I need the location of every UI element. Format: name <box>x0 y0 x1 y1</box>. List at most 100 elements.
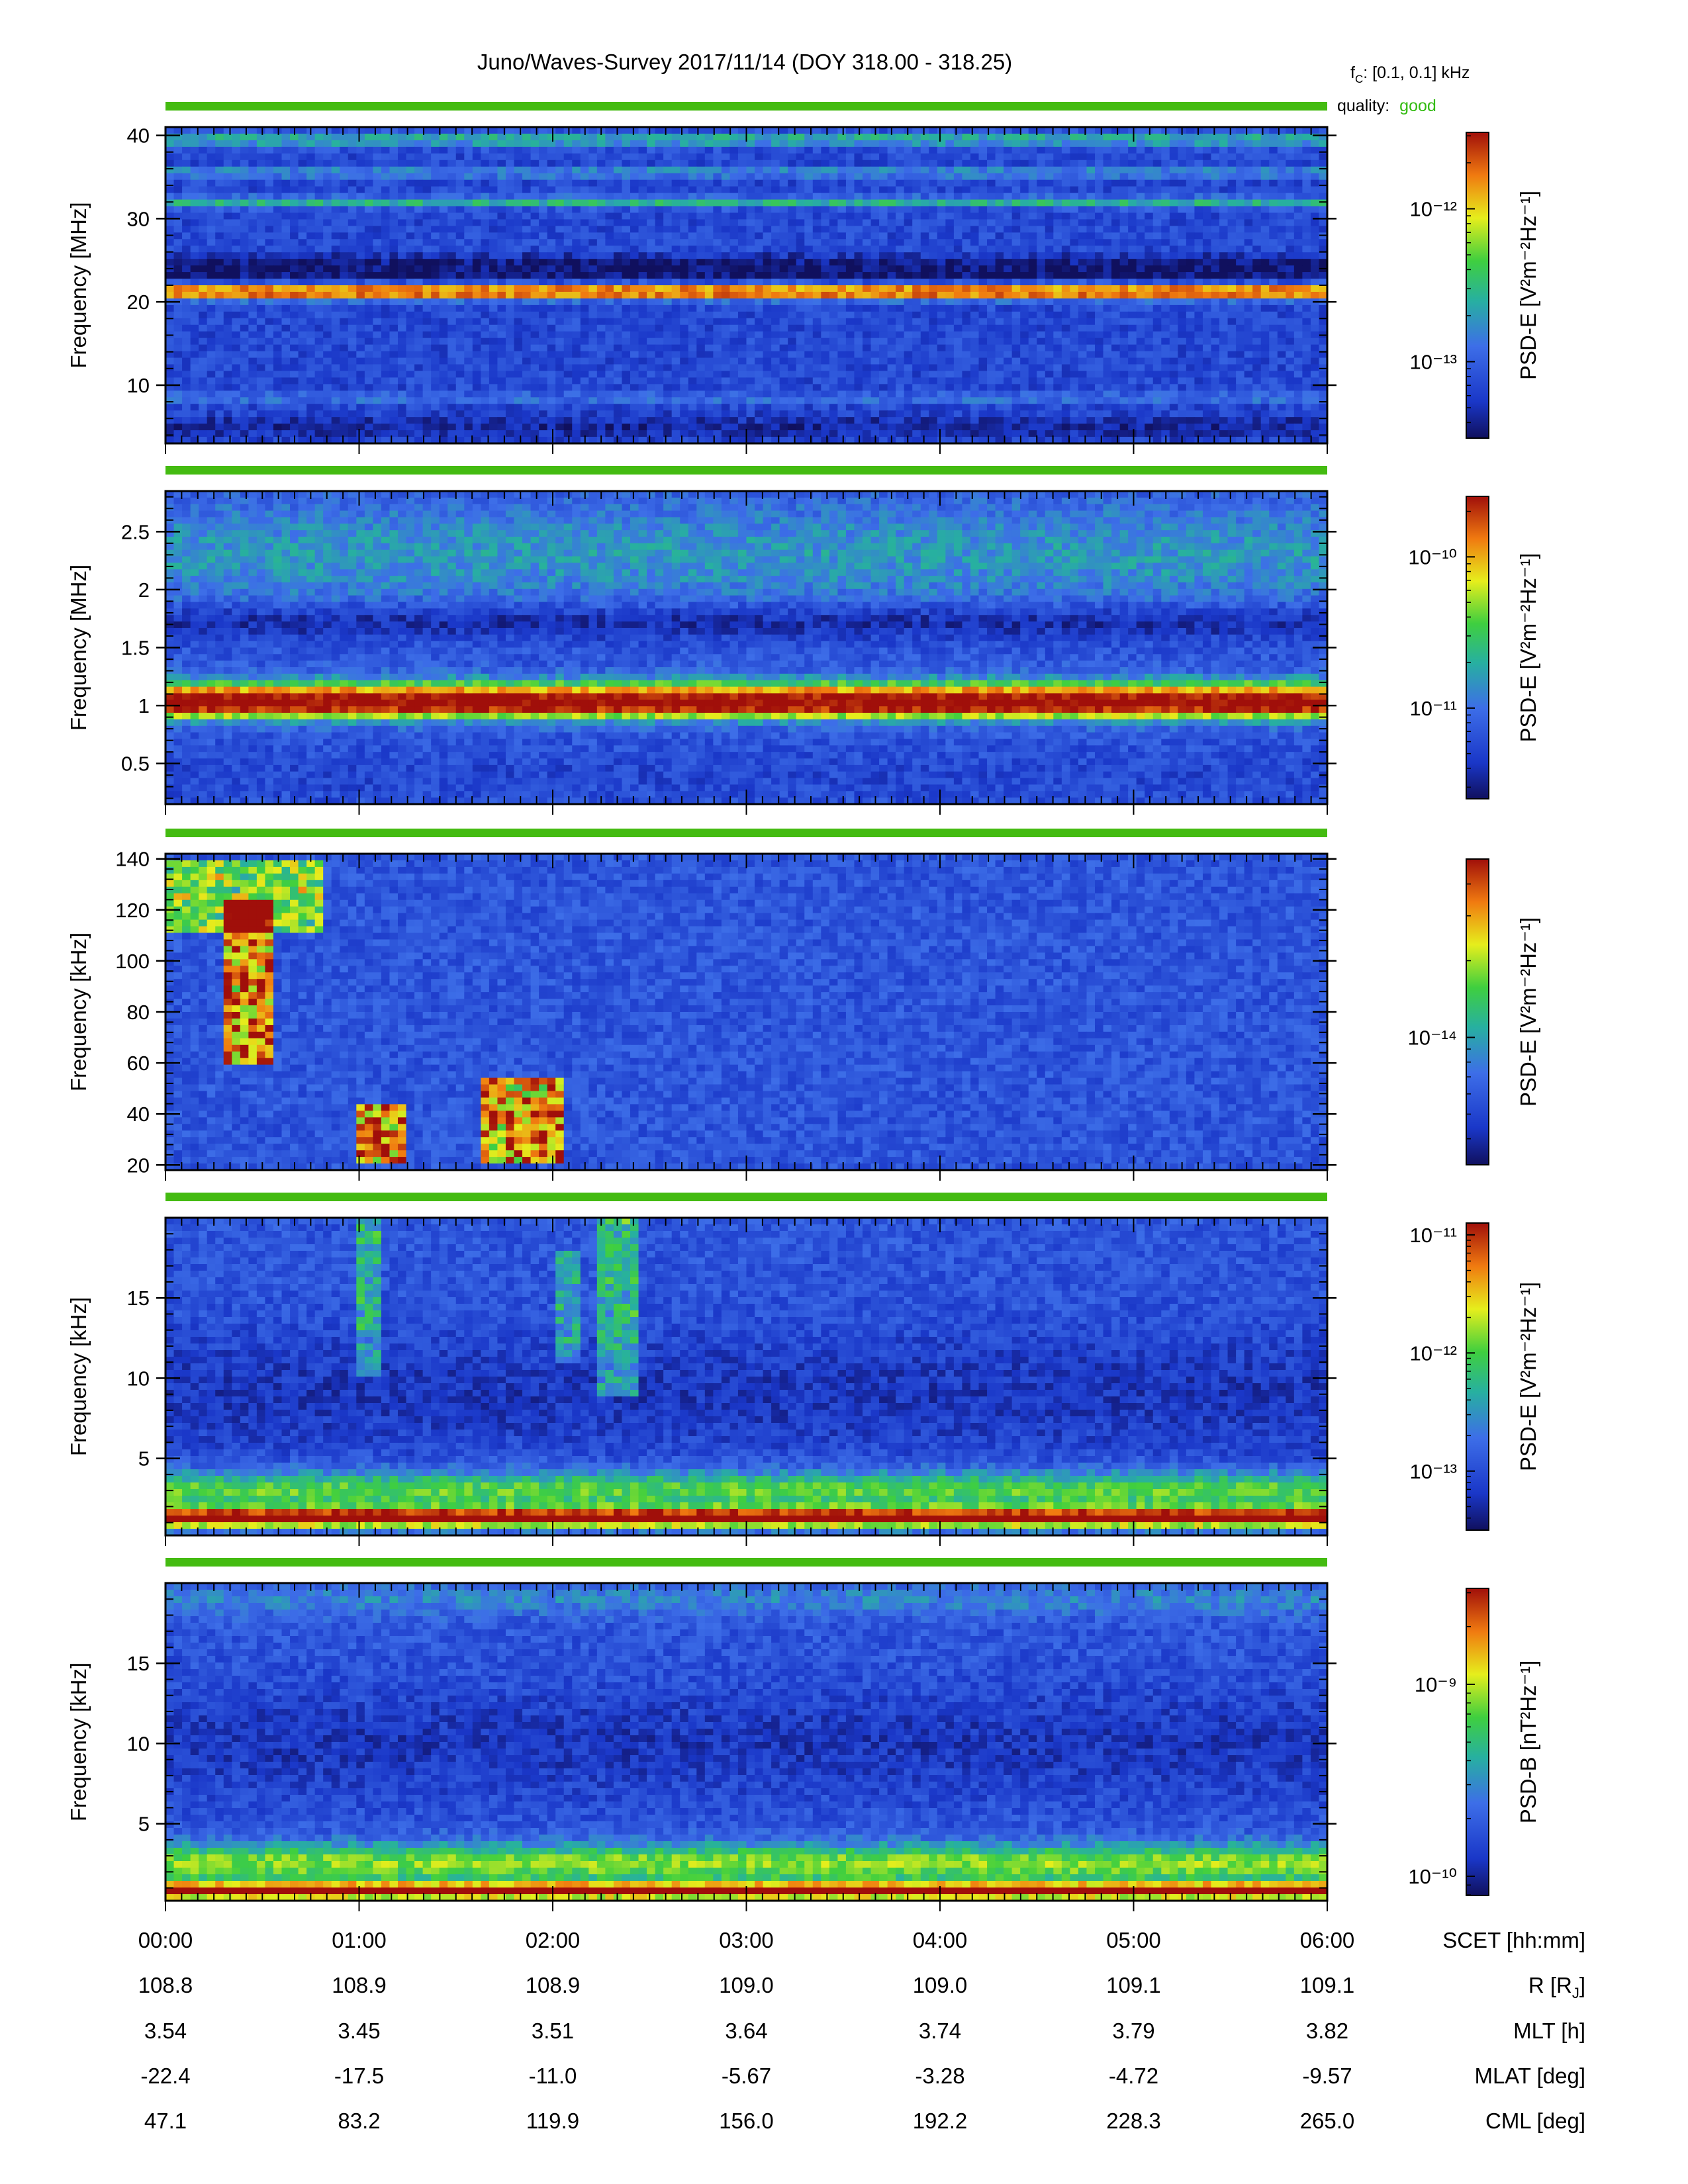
spectrogram-cell <box>663 272 672 279</box>
spectrogram-cell <box>937 206 946 214</box>
spectrogram-cell <box>921 180 929 187</box>
spectrogram-cell <box>863 212 871 220</box>
spectrogram-cell <box>522 219 531 226</box>
spectrogram-cell <box>581 187 589 194</box>
spectrogram-cell <box>1203 252 1211 259</box>
spectrogram-cell <box>614 147 622 154</box>
spectrogram-cell <box>373 239 381 246</box>
spectrogram-cell <box>1145 345 1153 352</box>
spectrogram-cell <box>763 358 772 365</box>
spectrogram-cell <box>1137 167 1145 174</box>
spectrogram-cell <box>1269 312 1278 319</box>
spectrogram-cell <box>224 259 232 266</box>
spectrogram-cell <box>199 187 207 194</box>
spectrogram-cell <box>191 246 199 253</box>
spectrogram-cell <box>332 259 340 266</box>
spectrogram-cell <box>763 272 772 279</box>
spectrogram-cell <box>846 292 855 299</box>
spectrogram-cell <box>373 265 381 273</box>
spectrogram-cell <box>696 292 705 299</box>
spectrogram-cell <box>996 127 1004 134</box>
spectrogram-cell <box>837 200 846 207</box>
spectrogram-cell <box>165 272 174 279</box>
spectrogram-cell <box>729 345 738 352</box>
spectrogram-cell <box>655 173 664 181</box>
spectrogram-cell <box>1228 312 1237 319</box>
spectrogram-cell <box>547 351 556 359</box>
spectrogram-cell <box>1086 285 1095 293</box>
spectrogram-cell <box>722 127 730 134</box>
spectrogram-cell <box>406 305 415 312</box>
spectrogram-cell <box>464 219 473 226</box>
spectrogram-cell <box>1145 305 1153 312</box>
spectrogram-cell <box>481 167 489 174</box>
spectrogram-cell <box>846 272 855 279</box>
spectrogram-cell <box>1269 140 1278 148</box>
spectrogram-cell <box>614 232 622 240</box>
spectrogram-cell <box>729 147 738 154</box>
spectrogram-cell <box>547 180 556 187</box>
spectrogram-cell <box>323 226 332 233</box>
spectrogram-cell <box>456 140 465 148</box>
spectrogram-cell <box>282 226 291 233</box>
spectrogram-cell <box>1236 160 1244 167</box>
spectrogram-cell <box>1311 325 1319 332</box>
spectrogram-cell <box>813 212 821 220</box>
spectrogram-cell <box>655 167 664 174</box>
spectrogram-cell <box>713 345 722 352</box>
spectrogram-cell <box>1170 292 1178 299</box>
spectrogram-cell <box>215 259 224 266</box>
spectrogram-cell <box>788 298 796 306</box>
spectrogram-cell <box>332 154 340 161</box>
spectrogram-cell <box>921 305 929 312</box>
spectrogram-cell <box>440 180 448 187</box>
spectrogram-cell <box>788 140 796 148</box>
spectrogram-cell <box>929 272 937 279</box>
spectrogram-cell <box>987 232 996 240</box>
spectrogram-cell <box>248 332 257 339</box>
spectrogram-cell <box>423 193 432 201</box>
spectrogram-cell <box>672 265 680 273</box>
spectrogram-cell <box>423 305 432 312</box>
spectrogram-cell <box>165 193 174 201</box>
spectrogram-cell <box>912 332 921 339</box>
spectrogram-cell <box>431 160 440 167</box>
spectrogram-cell <box>464 351 473 359</box>
spectrogram-cell <box>248 180 257 187</box>
spectrogram-cell <box>804 134 813 141</box>
spectrogram-cell <box>174 312 183 319</box>
spectrogram-cell <box>1153 140 1162 148</box>
spectrogram-cell <box>315 298 324 306</box>
spectrogram-cell <box>722 167 730 174</box>
spectrogram-cell <box>647 154 655 161</box>
spectrogram-cell <box>564 219 573 226</box>
spectrogram-cell <box>1012 140 1021 148</box>
spectrogram-cell <box>929 298 937 306</box>
spectrogram-cell <box>705 338 714 345</box>
spectrogram-cell <box>531 292 539 299</box>
spectrogram-cell <box>796 206 805 214</box>
spectrogram-cell <box>1252 147 1261 154</box>
spectrogram-cell <box>332 173 340 181</box>
spectrogram-cell <box>381 127 390 134</box>
spectrogram-cell <box>1137 332 1145 339</box>
spectrogram-cell <box>1261 285 1270 293</box>
spectrogram-cell <box>572 167 581 174</box>
spectrogram-cell <box>780 140 788 148</box>
spectrogram-cell <box>398 219 406 226</box>
spectrogram-cell <box>1228 232 1237 240</box>
spectrogram-cell <box>1286 345 1294 352</box>
spectrogram-cell <box>705 345 714 352</box>
spectrogram-cell <box>1037 345 1045 352</box>
spectrogram-cell <box>780 219 788 226</box>
spectrogram-cell <box>1186 127 1195 134</box>
spectrogram-cell <box>705 279 714 286</box>
spectrogram-cell <box>630 298 639 306</box>
spectrogram-cell <box>340 292 348 299</box>
spectrogram-cell <box>796 167 805 174</box>
spectrogram-cell <box>447 206 456 214</box>
spectrogram-cell <box>547 252 556 259</box>
spectrogram-cell <box>406 140 415 148</box>
spectrogram-cell <box>1095 180 1103 187</box>
spectrogram-cell <box>722 265 730 273</box>
